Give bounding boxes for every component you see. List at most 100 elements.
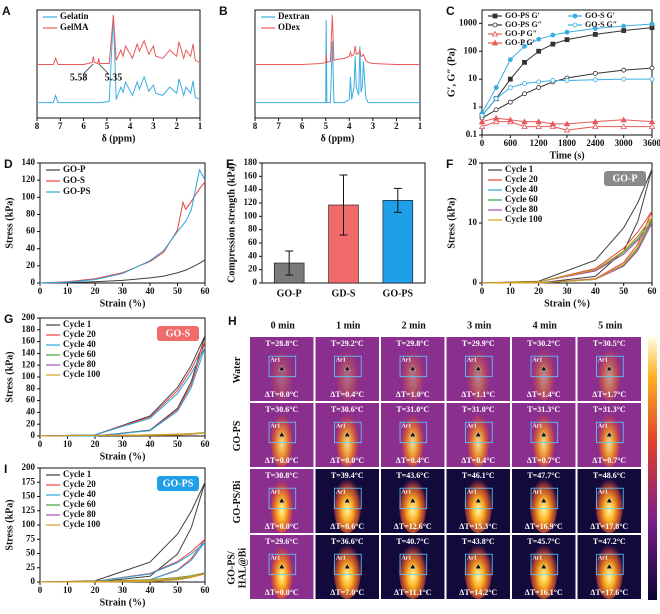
error-bar bbox=[393, 187, 402, 213]
x-axis-label: Time (s) bbox=[549, 150, 584, 161]
roi-label: Ar1 bbox=[467, 489, 477, 495]
x-tick-label: 1 bbox=[418, 121, 423, 131]
series-line bbox=[37, 15, 201, 104]
roi-box bbox=[334, 553, 362, 576]
marker bbox=[549, 123, 557, 129]
heat-spot bbox=[270, 343, 294, 402]
y-tick-label: 1000 bbox=[459, 17, 478, 27]
y-tick-label: 120 bbox=[22, 174, 36, 184]
series-line bbox=[39, 347, 206, 437]
temperature-label: T=28.8°C bbox=[265, 339, 298, 348]
y-tick-label: 140 bbox=[22, 157, 36, 167]
delta-t-label: ΔT=0.7°C bbox=[527, 456, 561, 465]
x-tick-label: 2400 bbox=[586, 138, 605, 148]
y-tick-label: 60 bbox=[26, 395, 36, 405]
max-marker bbox=[474, 563, 482, 569]
legend-label: Cycle 60 bbox=[505, 194, 538, 204]
legend-label: GO-S bbox=[63, 175, 85, 185]
temperature-label: T=43.6°C bbox=[396, 471, 429, 480]
legend-label: GelMA bbox=[60, 22, 89, 32]
heat-spot bbox=[529, 475, 558, 533]
temperature-label: T=30.5°C bbox=[593, 339, 626, 348]
marker bbox=[592, 123, 599, 129]
row-label-line: GO-PS/Bi bbox=[232, 480, 243, 523]
max-marker bbox=[343, 365, 351, 371]
roi-box bbox=[530, 487, 559, 510]
temperature-label: T=31.0°C bbox=[462, 405, 495, 414]
y-axis-label: Compression strength (kPa) bbox=[226, 163, 237, 283]
temperature-label: T=39.4°C bbox=[331, 471, 364, 480]
row-label-line: GO-PS/ bbox=[227, 551, 238, 585]
legend-marker bbox=[572, 13, 578, 19]
column-label: 4 min bbox=[533, 320, 558, 331]
delta-t-label: ΔT=0.7°C bbox=[592, 456, 626, 465]
y-tick-label: 100 bbox=[22, 519, 36, 529]
y-tick-label: 180 bbox=[22, 324, 36, 334]
roi-box bbox=[268, 421, 297, 444]
marker bbox=[549, 120, 557, 127]
y-tick-label: 80 bbox=[26, 208, 36, 218]
series-line bbox=[481, 23, 653, 114]
row-label: Water bbox=[232, 356, 243, 383]
roi-label: Ar1 bbox=[270, 423, 280, 429]
marker bbox=[620, 123, 627, 129]
y-axis-label: Stress (kPa) bbox=[4, 351, 15, 402]
heat-spot bbox=[270, 409, 294, 468]
marker bbox=[536, 85, 542, 90]
y-tick-label: 100 bbox=[464, 45, 478, 55]
annotation: 5.35 bbox=[105, 72, 123, 83]
roi-label: Ar1 bbox=[270, 555, 280, 561]
max-marker bbox=[278, 497, 286, 503]
delta-t-label: ΔT=17.8°C bbox=[590, 522, 628, 531]
roi-box bbox=[334, 487, 362, 510]
delta-t-label: ΔT=16.1°C bbox=[525, 588, 563, 597]
legend-label: Cycle 80 bbox=[63, 509, 96, 519]
x-tick-label: 40 bbox=[146, 585, 156, 595]
x-tick-label: 50 bbox=[619, 286, 629, 296]
delta-t-label: ΔT=1.7°C bbox=[592, 390, 626, 399]
panel-label: G bbox=[4, 312, 13, 326]
roi-box bbox=[530, 421, 559, 444]
y-tick-label: 0 bbox=[31, 277, 36, 287]
y-tick-label: 20 bbox=[26, 418, 36, 428]
marker bbox=[521, 123, 528, 129]
y-tick-label: 10 bbox=[468, 217, 478, 227]
roi-label: Ar1 bbox=[532, 357, 542, 363]
y-tick-label: 1 bbox=[473, 101, 478, 111]
y-tick-label: 40 bbox=[248, 250, 258, 260]
x-tick-label: 20 bbox=[534, 286, 544, 296]
y-tick-label: 100 bbox=[244, 210, 258, 220]
legend-label: GO-P bbox=[63, 164, 86, 174]
marker bbox=[507, 99, 513, 105]
badge-label: GO-PS bbox=[163, 478, 194, 489]
y-tick-label: 200 bbox=[22, 462, 36, 472]
marker bbox=[479, 113, 485, 118]
roi-box bbox=[465, 487, 493, 510]
series-line bbox=[481, 222, 653, 284]
marker bbox=[492, 118, 500, 125]
bar bbox=[382, 200, 414, 284]
legend-label: Cycle 40 bbox=[63, 489, 96, 499]
series-line bbox=[39, 181, 206, 284]
x-tick-label: 0 bbox=[480, 138, 485, 148]
y-tick-label: 20 bbox=[26, 260, 36, 270]
series-line bbox=[255, 15, 420, 66]
row-label: GO-PS/Bi bbox=[232, 480, 243, 523]
x-tick-label: 60 bbox=[201, 585, 211, 595]
heat-spot bbox=[398, 475, 427, 533]
x-tick-label: 40 bbox=[146, 439, 156, 449]
heat-spot bbox=[464, 475, 493, 533]
series-line bbox=[481, 117, 653, 125]
delta-t-label: ΔT=0.4°C bbox=[461, 456, 495, 465]
y-tick-label: 120 bbox=[22, 359, 36, 369]
series-line bbox=[481, 168, 653, 284]
legend-marker bbox=[492, 22, 498, 28]
delta-t-label: ΔT=17.6°C bbox=[590, 588, 628, 597]
temperature-label: T=29.2°C bbox=[331, 339, 364, 348]
x-tick-label: 600 bbox=[504, 138, 518, 148]
badge bbox=[604, 171, 646, 186]
legend-label: GO-PS G′ bbox=[505, 11, 540, 20]
annotation-arrow bbox=[98, 63, 109, 75]
y-tick-label: 25 bbox=[26, 562, 36, 572]
